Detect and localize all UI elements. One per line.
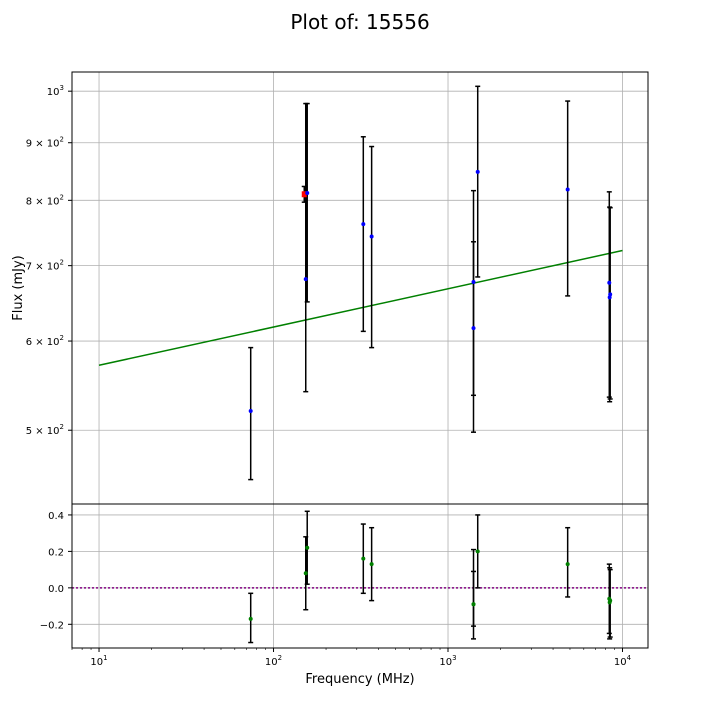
main-errorbar <box>475 85 481 278</box>
data-point <box>607 280 612 285</box>
x-axis-label: Frequency (MHz) <box>305 672 414 687</box>
data-point <box>565 187 570 192</box>
residual-point <box>361 556 366 561</box>
data-point <box>305 191 310 196</box>
fit-line-layer <box>98 249 623 367</box>
residual-point <box>475 549 480 554</box>
residual-point <box>305 545 310 550</box>
residual-point <box>471 602 476 607</box>
data-point <box>471 279 476 284</box>
data-point <box>607 295 612 300</box>
residual-point <box>248 616 253 621</box>
data-point <box>369 234 374 239</box>
residual-errorbar <box>471 548 477 627</box>
data-point <box>608 292 613 297</box>
x-tick-label: 103 <box>439 654 456 668</box>
x-tick-label: 102 <box>265 654 282 668</box>
data-point <box>303 277 308 282</box>
y-tick-label: 5 × 102 <box>26 423 64 437</box>
residual-points <box>248 545 613 621</box>
residual-y-tick-label: 0.4 <box>48 511 64 522</box>
y-tick-label: 7 × 102 <box>26 259 64 273</box>
residual-point <box>608 598 613 603</box>
residual-point <box>565 562 570 567</box>
data-point <box>248 409 253 414</box>
main-errorbar <box>360 136 366 333</box>
residual-y-tick-label: 0.2 <box>48 547 64 558</box>
residual-axes-frame <box>71 503 649 649</box>
main-panel: 5 × 102 6 × 102 7 × 102 8 × 102 9 × 102 103 F… <box>11 71 649 505</box>
y-tick-label: 6 × 102 <box>26 334 64 348</box>
data-point <box>361 222 366 227</box>
y-tick-label: 8 × 102 <box>26 193 64 207</box>
highlight-point <box>301 191 307 198</box>
main-errorbar <box>369 145 375 349</box>
main-errorbar <box>471 189 477 397</box>
main-errorbars <box>248 85 613 481</box>
main-errorbar <box>248 346 254 481</box>
y-tick-label: 103 <box>47 84 64 98</box>
residual-point <box>303 571 308 576</box>
x-tick-label: 101 <box>90 654 107 668</box>
residual-panel: 0.4 0.2 0.0 −0.2 101 102 103 104 Frequency (MH… <box>40 503 649 687</box>
residual-y-tick-label: 0.0 <box>48 584 64 595</box>
residual-point <box>369 562 374 567</box>
chart-title: Plot of: 15556 <box>290 10 429 34</box>
data-point <box>475 169 480 174</box>
main-plot-area <box>72 72 648 504</box>
data-point <box>471 326 476 331</box>
main-errorbar <box>304 102 310 303</box>
residual-y-ticks: 0.4 0.2 0.0 −0.2 <box>40 511 72 631</box>
residual-y-tick-label: −0.2 <box>40 620 64 631</box>
fit-line <box>98 249 623 367</box>
x-ticks: 101 102 103 104 <box>71 648 632 668</box>
y-axis-label: Flux (mJy) <box>11 255 26 321</box>
main-errorbar <box>565 100 571 297</box>
residual-plot-area <box>72 504 648 648</box>
x-tick-label: 104 <box>614 654 632 668</box>
main-errorbar <box>607 206 613 400</box>
main-points <box>248 169 613 414</box>
y-tick-label: 9 × 102 <box>26 136 64 150</box>
main-y-ticks: 5 × 102 6 × 102 7 × 102 8 × 102 9 × 102 103 <box>26 84 72 437</box>
